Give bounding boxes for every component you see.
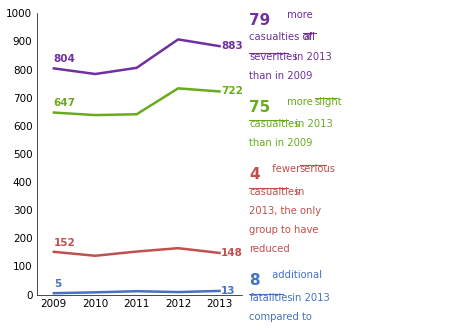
Text: 722: 722	[221, 86, 243, 96]
Text: in 2013: in 2013	[289, 293, 329, 303]
Text: group to have: group to have	[249, 225, 319, 235]
Text: 647: 647	[54, 98, 76, 108]
Text: 4: 4	[249, 167, 260, 182]
Text: in: in	[292, 187, 305, 197]
Text: in 2013: in 2013	[292, 119, 333, 129]
Text: 13: 13	[221, 286, 236, 296]
Text: casualties of: casualties of	[249, 32, 315, 42]
Text: additional: additional	[269, 270, 322, 280]
Text: than in 2009: than in 2009	[249, 71, 313, 81]
Text: than in 2009: than in 2009	[249, 138, 313, 148]
Text: 8: 8	[249, 273, 260, 288]
Text: all: all	[303, 32, 315, 42]
Text: severities: severities	[249, 52, 298, 62]
Text: slight: slight	[315, 97, 342, 107]
Text: 148: 148	[221, 248, 243, 258]
Text: 152: 152	[54, 238, 75, 248]
Text: serious: serious	[300, 164, 336, 174]
Text: 2013, the only: 2013, the only	[249, 206, 322, 216]
Text: casualties: casualties	[249, 119, 300, 129]
Text: 883: 883	[221, 41, 243, 51]
Text: fatalities: fatalities	[249, 293, 293, 303]
Text: more: more	[284, 10, 313, 20]
Text: in 2013: in 2013	[291, 52, 332, 62]
Text: 5: 5	[54, 279, 61, 289]
Text: reduced: reduced	[249, 244, 290, 254]
Text: compared to: compared to	[249, 312, 312, 322]
Text: 804: 804	[54, 54, 75, 64]
Text: casualties: casualties	[249, 187, 300, 197]
Text: fewer: fewer	[269, 164, 303, 174]
Text: 79: 79	[249, 13, 271, 28]
Text: more: more	[284, 97, 319, 107]
Text: 75: 75	[249, 100, 271, 115]
